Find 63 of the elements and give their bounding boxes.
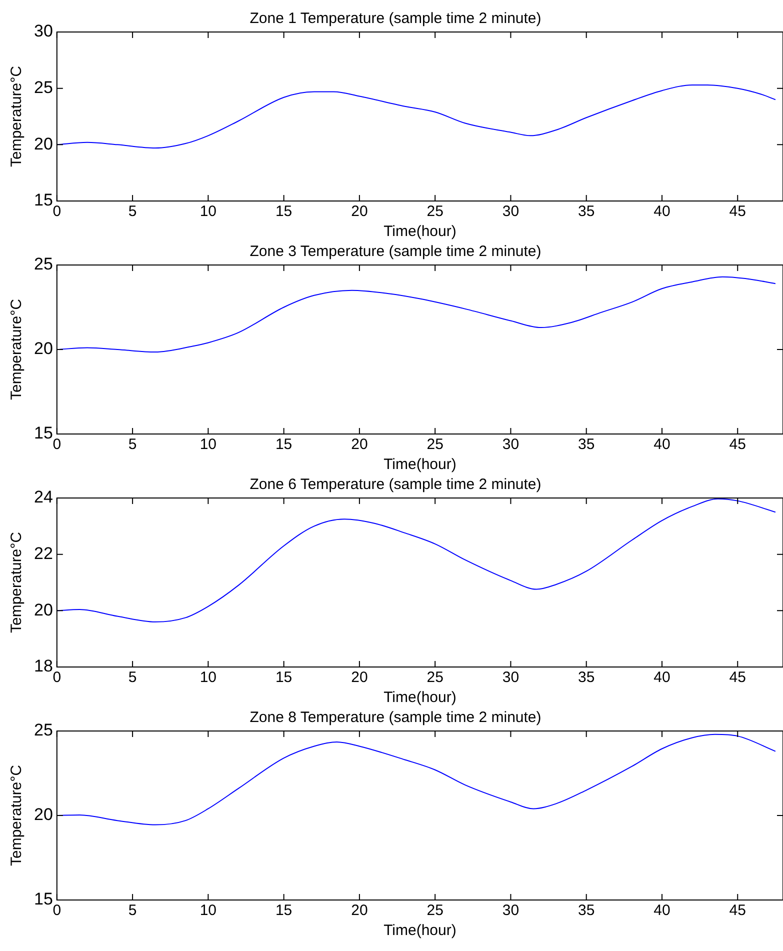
x-tick-label: 10 — [200, 669, 217, 686]
x-tick-label: 20 — [351, 203, 368, 220]
y-axis-title: Temperature°C — [8, 764, 26, 866]
x-tick-label: 5 — [128, 436, 137, 454]
x-tick-label: 10 — [200, 203, 217, 220]
x-tick-label: 40 — [654, 436, 670, 454]
y-axis-title: Temperature°C — [8, 66, 26, 168]
x-axis-title: Time(hour) — [384, 456, 456, 474]
x-tick-label: 35 — [578, 436, 595, 454]
x-tick-label: 40 — [654, 669, 670, 686]
x-tick-label: 35 — [578, 203, 595, 220]
y-axis-title: Temperature°C — [8, 298, 26, 400]
chart-title: Zone 1 Temperature (sample time 2 minute) — [250, 10, 542, 28]
x-tick-label: 15 — [275, 203, 292, 220]
x-tick-label: 25 — [426, 902, 444, 920]
x-tick-label: 15 — [275, 902, 292, 920]
y-axis-title: Temperature°C — [8, 532, 26, 634]
x-tick-label: 15 — [275, 436, 292, 454]
x-tick-label: 10 — [200, 436, 217, 454]
x-tick-label: 20 — [351, 669, 368, 686]
x-tick-label: 0 — [52, 203, 62, 220]
y-tick-label: 20 — [34, 805, 53, 824]
x-tick-label: 0 — [52, 902, 62, 920]
x-tick-label: 15 — [275, 669, 292, 686]
x-tick-label: 20 — [351, 902, 368, 920]
chart-title: Zone 3 Temperature (sample time 2 minute) — [250, 243, 542, 260]
y-tick-label: 20 — [34, 600, 53, 620]
x-axis-title: Time(hour) — [384, 689, 456, 706]
x-tick-label: 25 — [426, 436, 444, 454]
y-tick-label: 30 — [34, 22, 53, 41]
x-tick-label: 30 — [502, 436, 520, 454]
x-tick-label: 45 — [729, 436, 746, 454]
x-tick-label: 20 — [351, 436, 368, 454]
x-tick-label: 45 — [729, 902, 746, 920]
chart-title: Zone 6 Temperature (sample time 2 minute) — [250, 476, 542, 494]
y-tick-label: 25 — [34, 254, 53, 274]
x-axis-title: Time(hour) — [384, 922, 456, 940]
x-tick-label: 45 — [729, 669, 746, 686]
x-tick-label: 40 — [654, 203, 670, 220]
y-tick-label: 25 — [34, 78, 53, 98]
y-tick-label: 24 — [34, 488, 53, 507]
x-tick-label: 30 — [502, 203, 520, 220]
x-tick-label: 30 — [502, 669, 520, 686]
x-tick-label: 45 — [729, 203, 746, 220]
x-tick-label: 5 — [128, 669, 137, 686]
x-tick-label: 0 — [52, 669, 62, 686]
chart-title: Zone 8 Temperature (sample time 2 minute) — [250, 709, 542, 726]
y-tick-label: 20 — [34, 134, 53, 154]
x-tick-label: 5 — [128, 203, 137, 220]
x-tick-label: 25 — [426, 669, 444, 686]
x-tick-label: 30 — [502, 902, 520, 920]
x-tick-label: 40 — [654, 902, 670, 920]
y-tick-label: 25 — [34, 720, 53, 740]
x-tick-label: 5 — [128, 902, 137, 920]
y-tick-label: 18 — [34, 656, 53, 676]
x-tick-label: 35 — [578, 902, 595, 920]
y-tick-label: 22 — [34, 544, 53, 564]
x-tick-label: 0 — [52, 436, 62, 454]
x-axis-title: Time(hour) — [384, 223, 456, 240]
x-tick-label: 35 — [578, 669, 595, 686]
x-tick-label: 10 — [200, 902, 217, 920]
x-tick-label: 25 — [426, 203, 444, 220]
y-tick-label: 20 — [34, 339, 53, 358]
